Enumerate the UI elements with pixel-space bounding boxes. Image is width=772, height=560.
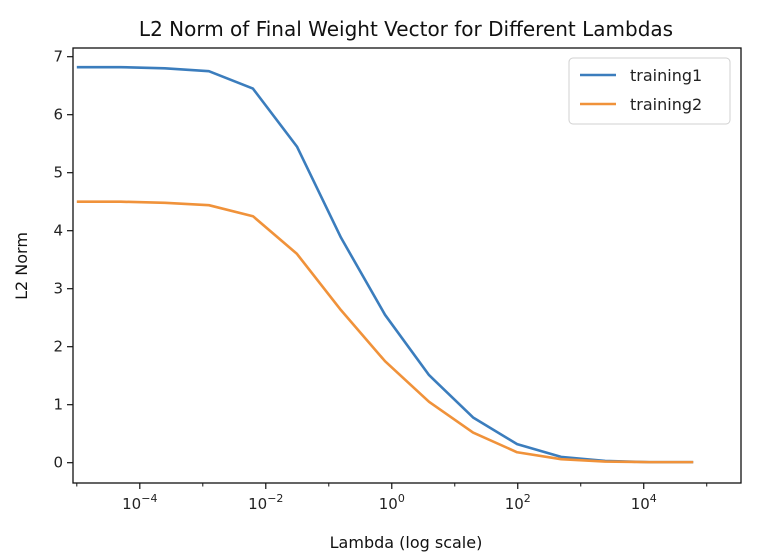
y-tick-label: 5	[53, 164, 63, 182]
legend-label-training2: training2	[630, 95, 702, 114]
y-tick-label: 1	[53, 396, 63, 414]
plot-area	[72, 47, 742, 484]
y-tick-label: 2	[53, 338, 63, 356]
y-axis-ticks: 0 1 2 3 4 5 6 7	[53, 48, 73, 472]
y-axis-label: L2 Norm	[12, 232, 31, 300]
y-tick-label: 4	[53, 222, 63, 240]
chart-title: L2 Norm of Final Weight Vector for Diffe…	[139, 17, 673, 41]
y-tick-label: 0	[53, 454, 63, 472]
series-line-training1	[76, 65, 694, 464]
legend-label-training1: training1	[630, 66, 702, 85]
y-tick-label: 6	[53, 106, 63, 124]
x-tick-label: 10−4	[122, 492, 157, 513]
y-tick-label: 3	[53, 280, 63, 298]
legend: training1 training2	[568, 57, 731, 125]
x-axis-label: Lambda (log scale)	[330, 533, 483, 552]
x-tick-label: 104	[631, 492, 657, 513]
x-tick-label: 100	[379, 492, 405, 513]
series-line-training2	[76, 200, 694, 464]
x-axis-ticks: 10−4 10−2 100 102 104	[76, 483, 708, 513]
x-tick-label: 102	[505, 492, 531, 513]
y-tick-label: 7	[53, 48, 63, 66]
series-layer	[76, 65, 694, 464]
x-tick-label: 10−2	[248, 492, 283, 513]
